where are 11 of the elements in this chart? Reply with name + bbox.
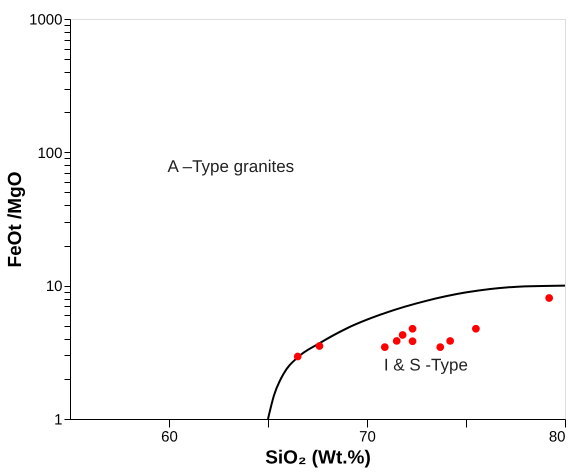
- x-tick-label: 70: [359, 428, 376, 446]
- y-tick-label: 10: [46, 278, 62, 296]
- y-tick-label: 1: [54, 412, 62, 428]
- y-tick-label: 1000: [29, 12, 62, 28]
- x-tick-label: 60: [161, 428, 178, 446]
- y-tick-label: 100: [37, 144, 62, 162]
- annotation: I & S -Type: [384, 355, 468, 374]
- x-tick-label: 80: [548, 428, 566, 446]
- x-axis-title: SiO₂ (Wt.%): [265, 448, 371, 468]
- annotation: A –Type granites: [168, 157, 294, 176]
- y-axis-title: FeOt /MgO: [5, 171, 26, 268]
